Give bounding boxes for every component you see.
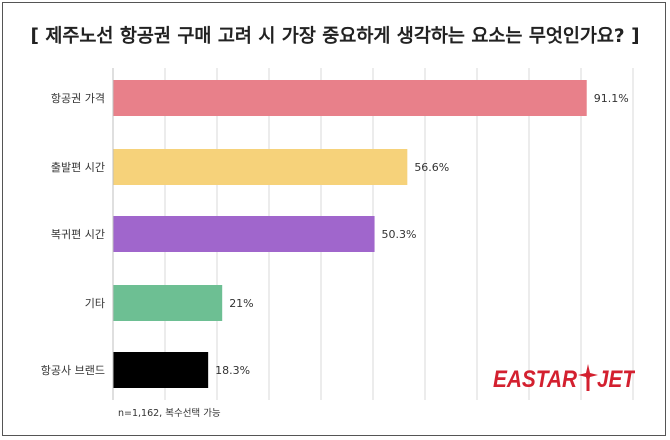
logo-text-right: JET	[597, 366, 635, 393]
bar-4	[113, 285, 223, 321]
value-label: 18.3%	[215, 364, 250, 377]
eastar-jet-logo: EASTAR JET	[493, 364, 635, 393]
bar-2	[113, 149, 408, 185]
chart-title: [ 제주노선 항공권 구매 고려 시 가장 중요하게 생각하는 요소는 무엇인가…	[30, 26, 640, 47]
logo-star-icon	[578, 364, 598, 391]
category-label: 기타	[85, 297, 105, 310]
sample-note: n=1,162, 복수선택 가능	[118, 408, 221, 419]
bar-5	[113, 352, 209, 388]
value-label: 91.1%	[594, 92, 629, 105]
logo-text-left: EASTAR	[493, 366, 578, 393]
category-label: 항공사 브랜드	[41, 364, 105, 377]
bar-1	[113, 80, 587, 116]
value-label: 21%	[229, 297, 253, 310]
category-label: 항공권 가격	[51, 92, 105, 105]
value-label: 56.6%	[414, 161, 449, 174]
value-label: 50.3%	[382, 228, 417, 241]
category-label: 복귀편 시간	[51, 228, 105, 241]
bar-3	[113, 216, 375, 252]
category-label: 출발편 시간	[51, 161, 105, 174]
